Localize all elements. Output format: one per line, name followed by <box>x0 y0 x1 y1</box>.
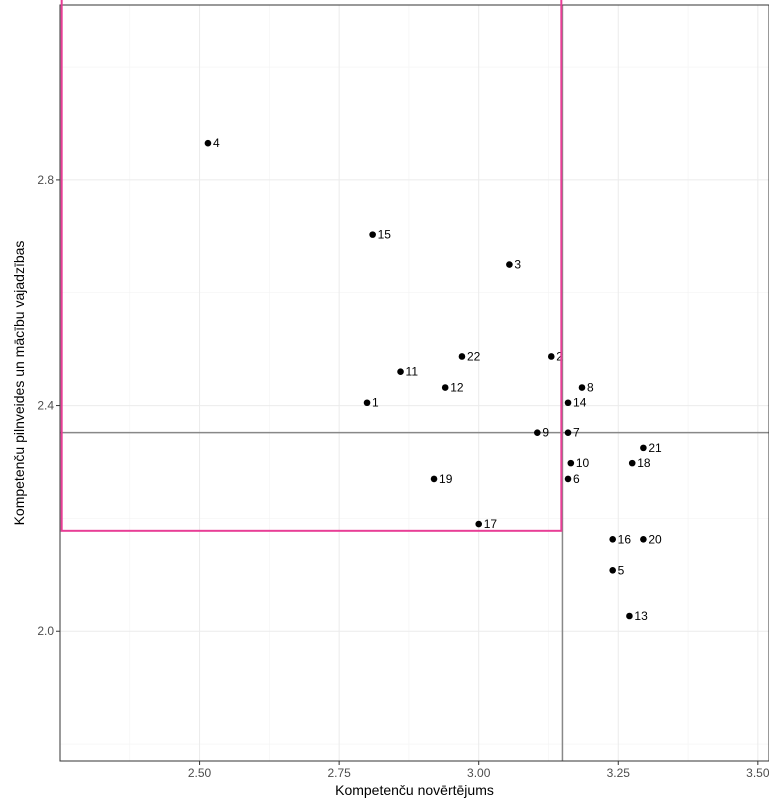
data-point-label: 13 <box>634 609 648 623</box>
x-tick-label: 3.00 <box>467 766 491 780</box>
highlight-rectangle <box>60 0 563 532</box>
data-point-label: 7 <box>573 426 580 440</box>
data-point <box>458 353 466 360</box>
data-point <box>441 384 449 391</box>
data-point-label: 2 <box>556 349 563 363</box>
data-point <box>609 567 616 574</box>
data-point-label: 18 <box>637 456 651 470</box>
grid-major <box>60 5 769 761</box>
data-point <box>534 429 541 436</box>
data-point-label: 22 <box>467 349 481 363</box>
data-point-label: 12 <box>450 381 464 395</box>
data-point-label: 14 <box>573 396 587 410</box>
highlight-box <box>60 0 563 532</box>
data-point <box>564 475 572 483</box>
data-point-label: 16 <box>618 532 632 546</box>
data-point <box>475 520 483 528</box>
data-point <box>578 384 586 391</box>
data-point <box>640 535 647 543</box>
data-point <box>363 399 371 407</box>
data-point-label: 20 <box>648 532 662 546</box>
data-point <box>640 444 647 452</box>
data-point-label: 17 <box>484 517 498 531</box>
data-point-label: 15 <box>378 228 392 242</box>
data-point-label: 5 <box>618 563 625 577</box>
y-tick-label: 2.0 <box>37 624 54 638</box>
x-tick-label: 2.50 <box>188 766 212 780</box>
x-tick-label: 3.50 <box>746 766 769 780</box>
data-point <box>609 535 616 543</box>
y-axis-title: Kompetenču pilnveides un mācību vajadzīb… <box>11 241 27 526</box>
data-point-label: 19 <box>439 472 453 486</box>
y-axis-ticks: 2.0 2.4 2.8 <box>37 173 60 638</box>
data-point-label: 1 <box>372 396 379 410</box>
data-point-label: 8 <box>587 381 594 395</box>
data-point-label: 11 <box>406 365 419 379</box>
data-point <box>430 475 438 483</box>
data-point-label: 10 <box>576 456 590 470</box>
data-point <box>567 459 575 467</box>
x-tick-label: 3.25 <box>607 766 631 780</box>
data-point-label: 9 <box>542 426 549 440</box>
data-point-label: 21 <box>648 441 662 455</box>
data-point <box>547 353 555 360</box>
data-point <box>369 231 376 238</box>
data-point <box>397 368 404 376</box>
data-point <box>564 399 572 407</box>
data-point <box>626 612 633 620</box>
data-point-label: 4 <box>213 136 220 150</box>
y-tick-label: 2.8 <box>37 173 54 187</box>
x-axis-title: Kompetenču novērtējums <box>335 782 494 798</box>
x-axis-ticks: 2.50 2.75 3.00 3.25 3.50 <box>188 761 769 780</box>
y-tick-label: 2.4 <box>37 399 54 413</box>
data-point <box>204 139 212 147</box>
panel-border <box>59 4 769 762</box>
data-point <box>506 261 513 268</box>
data-point-label: 3 <box>514 258 521 272</box>
reference-lines <box>60 5 769 761</box>
panel-background <box>60 5 769 761</box>
data-point-label: 6 <box>573 472 580 486</box>
data-point <box>628 459 636 467</box>
data-point <box>564 429 572 436</box>
x-tick-label: 2.75 <box>327 766 351 780</box>
grid-minor <box>60 5 769 761</box>
